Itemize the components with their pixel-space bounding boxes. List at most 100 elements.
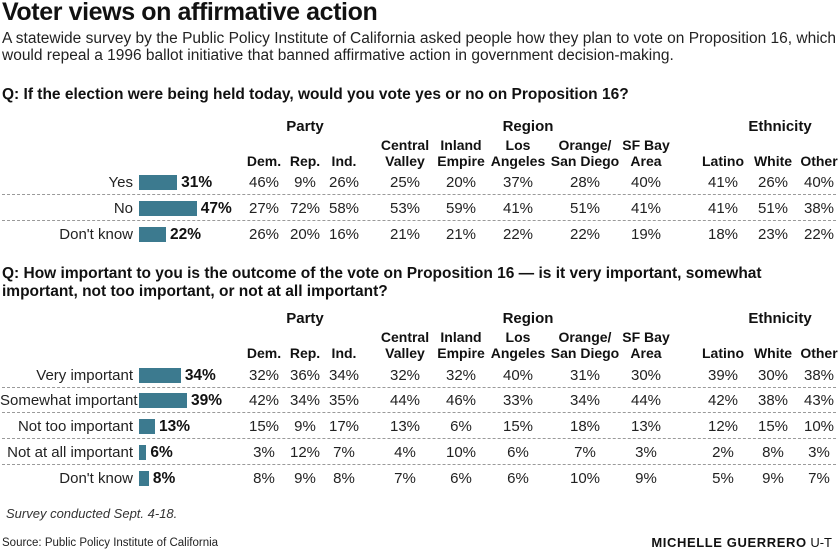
row-divider [2,438,836,439]
table-cell: 28% [569,174,601,191]
table-cell: 22% [502,226,534,243]
row-divider [2,464,836,465]
survey-note: Survey conducted Sept. 4-18. [6,506,178,521]
table-cell: 15% [248,418,280,435]
table-cell: 6% [450,418,472,435]
table-cell: 17% [328,418,360,435]
column-header: Ind. [331,153,357,169]
table-cell: 6% [507,470,529,487]
table-cell: 40% [502,367,534,384]
table-cell: 9% [294,174,316,191]
total-bar [139,175,178,190]
table-cell: 21% [445,226,477,243]
table-cell: 51% [757,200,789,217]
table-cell: 40% [630,174,662,191]
table-cell: 15% [757,418,789,435]
table-cell: 7% [333,444,355,461]
page-title: Voter views on affirmative action [2,0,378,26]
credit-line: MICHELLE GUERRERO U-T [651,535,832,550]
table-cell: 34% [328,367,360,384]
column-header: Dem. [246,153,282,169]
column-header: Inland Empire [437,137,485,169]
total-value: 31% [181,174,213,191]
table-cell: 9% [294,418,316,435]
total-value: 22% [170,226,202,243]
column-header: Inland Empire [437,329,485,361]
table-cell: 21% [389,226,421,243]
table-cell: 8% [333,470,355,487]
table-cell: 34% [289,392,321,409]
column-header: Central Valley [380,329,430,361]
group-header-ethnicity: Ethnicity [748,118,812,135]
column-header: Ind. [331,345,357,361]
column-header: Los Angeles [490,329,546,361]
column-header: Orange/ San Diego [550,137,620,169]
table-cell: 9% [762,470,784,487]
table-cell: 27% [248,200,280,217]
credit-org: U-T [810,535,832,550]
column-header: Orange/ San Diego [550,329,620,361]
table-cell: 10% [803,418,835,435]
table-cell: 31% [569,367,601,384]
total-value: 13% [158,418,191,435]
total-bar [139,419,155,434]
table-cell: 38% [757,392,789,409]
table-cell: 16% [328,226,360,243]
table-cell: 19% [630,226,662,243]
row-label: Not at all important [7,444,133,461]
row-label: Somewhat important [0,392,138,409]
table-cell: 51% [569,200,601,217]
table-cell: 38% [803,200,835,217]
source-line: Source: Public Policy Institute of Calif… [2,537,219,549]
column-header: Other [800,153,838,169]
total-value: 39% [190,392,222,409]
table-cell: 22% [803,226,835,243]
table-cell: 20% [445,174,477,191]
column-header: SF Bay Area [622,137,670,169]
table-cell: 9% [635,470,657,487]
group-header-region: Region [502,310,554,327]
table-cell: 26% [328,174,360,191]
column-header: White [753,153,793,169]
row-divider [2,387,836,388]
row-label: Don't know [59,470,133,487]
table-cell: 7% [574,444,596,461]
table-cell: 30% [757,367,789,384]
table-cell: 46% [248,174,280,191]
group-header-party: Party [286,118,324,135]
table-cell: 4% [394,444,416,461]
table-cell: 8% [253,470,275,487]
row-divider [2,220,836,221]
table-cell: 44% [389,392,421,409]
table-cell: 42% [248,392,280,409]
group-header-party: Party [286,310,324,327]
row-label: Very important [36,367,133,384]
table-cell: 3% [635,444,657,461]
table-cell: 32% [445,367,477,384]
table-cell: 6% [450,470,472,487]
table-cell: 12% [707,418,739,435]
table-cell: 7% [394,470,416,487]
table-cell: 18% [569,418,601,435]
table-cell: 39% [707,367,739,384]
total-value: 34% [184,367,216,384]
table-cell: 25% [389,174,421,191]
table-cell: 10% [569,470,601,487]
row-label: Not too important [17,418,133,435]
table-cell: 42% [707,392,739,409]
table-cell: 41% [502,200,534,217]
column-header: Other [800,345,838,361]
column-header: White [753,345,793,361]
table-cell: 35% [328,392,360,409]
credit-name: MICHELLE GUERRERO [651,535,807,550]
total-bar [139,445,147,460]
total-bar [139,227,167,242]
table-cell: 15% [502,418,534,435]
table-cell: 26% [248,226,280,243]
table-cell: 6% [507,444,529,461]
table-cell: 10% [445,444,477,461]
total-bar [139,471,149,486]
table-cell: 20% [289,226,321,243]
table-cell: 3% [808,444,830,461]
table-cell: 22% [569,226,601,243]
